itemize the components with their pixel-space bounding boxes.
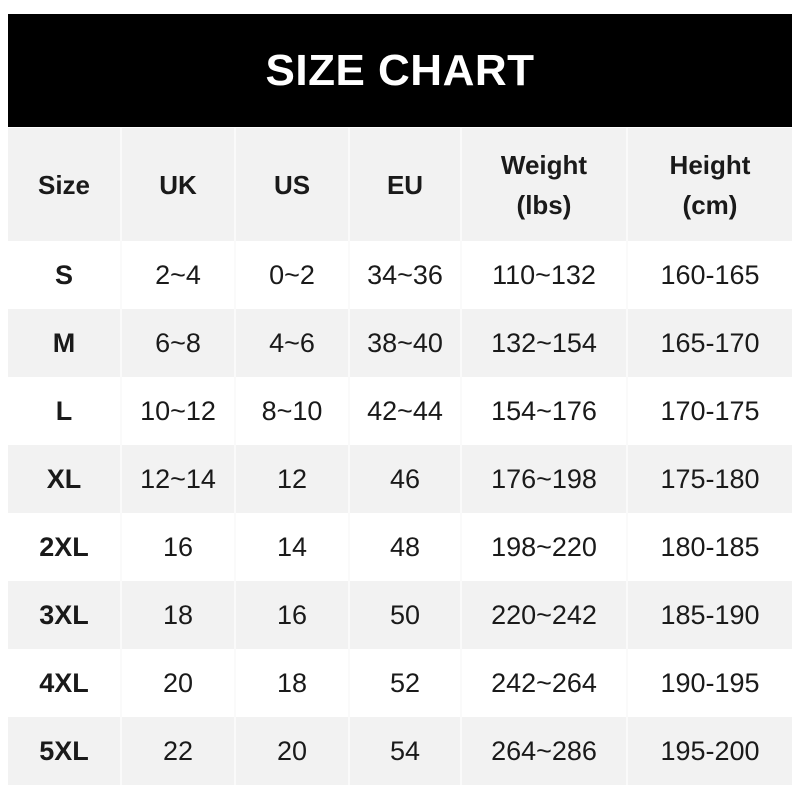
- column-header-size: Size: [8, 128, 121, 241]
- cell-height: 170-175: [626, 377, 792, 445]
- table-row: M 6~8 4~6 38~40 132~154 165-170: [8, 309, 792, 377]
- cell-size: M: [8, 309, 121, 377]
- cell-weight: 176~198: [460, 445, 627, 513]
- cell-weight: 154~176: [460, 377, 627, 445]
- cell-height: 180-185: [626, 513, 792, 581]
- cell-height: 195-200: [626, 717, 792, 785]
- cell-uk: 12~14: [120, 445, 235, 513]
- cell-us: 20: [234, 717, 349, 785]
- table-row: S 2~4 0~2 34~36 110~132 160-165: [8, 241, 792, 309]
- cell-uk: 20: [120, 649, 235, 717]
- cell-eu: 54: [348, 717, 461, 785]
- cell-size: L: [8, 377, 121, 445]
- cell-uk: 16: [120, 513, 235, 581]
- cell-height: 160-165: [626, 241, 792, 309]
- cell-height: 185-190: [626, 581, 792, 649]
- size-table: Size UK US EU Weight (lbs) Height (cm) S 2~4 0~…: [8, 128, 792, 785]
- cell-eu: 48: [348, 513, 461, 581]
- cell-us: 0~2: [234, 241, 349, 309]
- cell-us: 18: [234, 649, 349, 717]
- table-row: L 10~12 8~10 42~44 154~176 170-175: [8, 377, 792, 445]
- column-header-uk: UK: [120, 128, 235, 241]
- cell-weight: 198~220: [460, 513, 627, 581]
- title-banner: SIZE CHART: [8, 14, 792, 127]
- cell-size: 3XL: [8, 581, 121, 649]
- cell-weight: 132~154: [460, 309, 627, 377]
- cell-height: 190-195: [626, 649, 792, 717]
- cell-uk: 10~12: [120, 377, 235, 445]
- cell-size: 2XL: [8, 513, 121, 581]
- table-row: 3XL 18 16 50 220~242 185-190: [8, 581, 792, 649]
- cell-us: 14: [234, 513, 349, 581]
- cell-height: 175-180: [626, 445, 792, 513]
- table-row: 5XL 22 20 54 264~286 195-200: [8, 717, 792, 785]
- cell-size: XL: [8, 445, 121, 513]
- chart-title: SIZE CHART: [265, 45, 535, 95]
- cell-us: 16: [234, 581, 349, 649]
- cell-eu: 52: [348, 649, 461, 717]
- table-row: 4XL 20 18 52 242~264 190-195: [8, 649, 792, 717]
- cell-us: 8~10: [234, 377, 349, 445]
- column-header-us: US: [234, 128, 349, 241]
- column-header-weight: Weight (lbs): [460, 128, 627, 241]
- header-row: Size UK US EU Weight (lbs) Height (cm): [8, 128, 792, 241]
- cell-weight: 220~242: [460, 581, 627, 649]
- column-header-height: Height (cm): [626, 128, 792, 241]
- cell-weight: 242~264: [460, 649, 627, 717]
- cell-eu: 34~36: [348, 241, 461, 309]
- cell-eu: 46: [348, 445, 461, 513]
- cell-eu: 42~44: [348, 377, 461, 445]
- cell-weight: 110~132: [460, 241, 627, 309]
- cell-eu: 50: [348, 581, 461, 649]
- table-row: XL 12~14 12 46 176~198 175-180: [8, 445, 792, 513]
- cell-uk: 6~8: [120, 309, 235, 377]
- table-row: 2XL 16 14 48 198~220 180-185: [8, 513, 792, 581]
- cell-eu: 38~40: [348, 309, 461, 377]
- cell-size: 4XL: [8, 649, 121, 717]
- cell-us: 12: [234, 445, 349, 513]
- cell-uk: 22: [120, 717, 235, 785]
- cell-uk: 2~4: [120, 241, 235, 309]
- cell-size: S: [8, 241, 121, 309]
- cell-uk: 18: [120, 581, 235, 649]
- cell-height: 165-170: [626, 309, 792, 377]
- cell-size: 5XL: [8, 717, 121, 785]
- cell-us: 4~6: [234, 309, 349, 377]
- column-header-eu: EU: [348, 128, 461, 241]
- cell-weight: 264~286: [460, 717, 627, 785]
